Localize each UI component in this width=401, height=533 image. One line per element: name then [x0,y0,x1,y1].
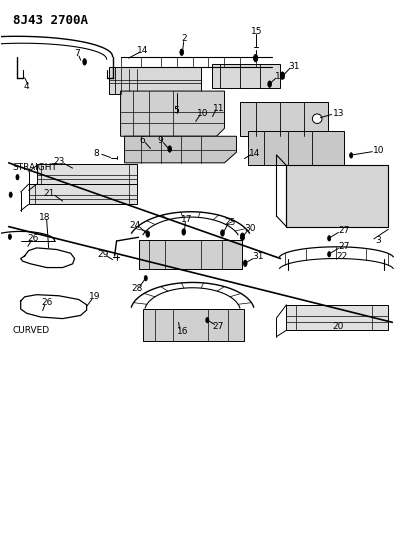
Text: 5: 5 [174,106,179,115]
Text: STRAIGHT: STRAIGHT [13,163,58,172]
Text: 26: 26 [41,298,53,307]
Text: 13: 13 [332,109,344,118]
Polygon shape [121,91,225,136]
Text: 5: 5 [174,106,179,115]
Text: 10: 10 [373,146,384,155]
Bar [213,64,280,88]
Text: 31: 31 [289,62,300,70]
Text: 29: 29 [97,250,108,259]
Text: 8: 8 [94,149,99,158]
Bar [241,102,328,136]
Ellipse shape [280,72,285,79]
Text: 9: 9 [158,136,164,145]
Text: 16: 16 [177,327,188,336]
Text: 30: 30 [245,224,256,233]
Text: 27: 27 [338,242,349,251]
Text: 19: 19 [89,292,100,301]
Text: 14: 14 [249,149,260,158]
Ellipse shape [221,230,224,236]
Ellipse shape [328,236,331,241]
Text: 3: 3 [375,237,381,246]
Text: 21: 21 [43,189,54,198]
Ellipse shape [16,174,19,180]
Text: 28: 28 [131,284,142,293]
Ellipse shape [240,233,245,240]
Text: 10: 10 [197,109,208,118]
Text: 26: 26 [28,234,39,243]
Ellipse shape [350,153,352,158]
Ellipse shape [144,276,147,281]
Text: 7: 7 [74,50,79,58]
Bar [36,164,137,184]
Ellipse shape [206,318,209,323]
Ellipse shape [146,231,150,237]
Text: 14: 14 [137,46,148,55]
Text: 18: 18 [39,213,51,222]
Text: 24: 24 [129,221,140,230]
Text: 2: 2 [182,35,187,44]
Ellipse shape [8,234,11,239]
Ellipse shape [182,229,186,235]
Polygon shape [125,136,237,163]
Text: 27: 27 [338,226,349,235]
Bar [28,184,137,204]
Bar [143,309,245,341]
Text: 15: 15 [251,27,262,36]
Polygon shape [286,165,388,227]
Ellipse shape [243,260,247,266]
Text: 23: 23 [53,157,64,166]
Text: 8J43 2700A: 8J43 2700A [13,14,88,27]
Bar [286,305,388,330]
Text: CURVED: CURVED [13,326,50,335]
Ellipse shape [253,54,258,62]
Ellipse shape [328,252,331,257]
Text: 25: 25 [225,218,236,227]
Text: 22: 22 [337,253,348,261]
Text: 4: 4 [24,82,30,91]
Ellipse shape [168,146,172,152]
Text: 20: 20 [333,321,344,330]
Text: 11: 11 [213,103,224,112]
Text: 27: 27 [213,321,224,330]
Ellipse shape [312,114,322,124]
Text: 6: 6 [140,136,146,145]
Text: 12: 12 [275,71,286,80]
Ellipse shape [180,49,184,55]
Text: 31: 31 [253,253,264,261]
Text: 17: 17 [181,215,192,224]
Polygon shape [109,67,200,94]
Ellipse shape [83,59,86,65]
Ellipse shape [268,81,271,87]
Ellipse shape [9,192,12,197]
Bar [139,240,243,269]
Bar [249,131,344,165]
